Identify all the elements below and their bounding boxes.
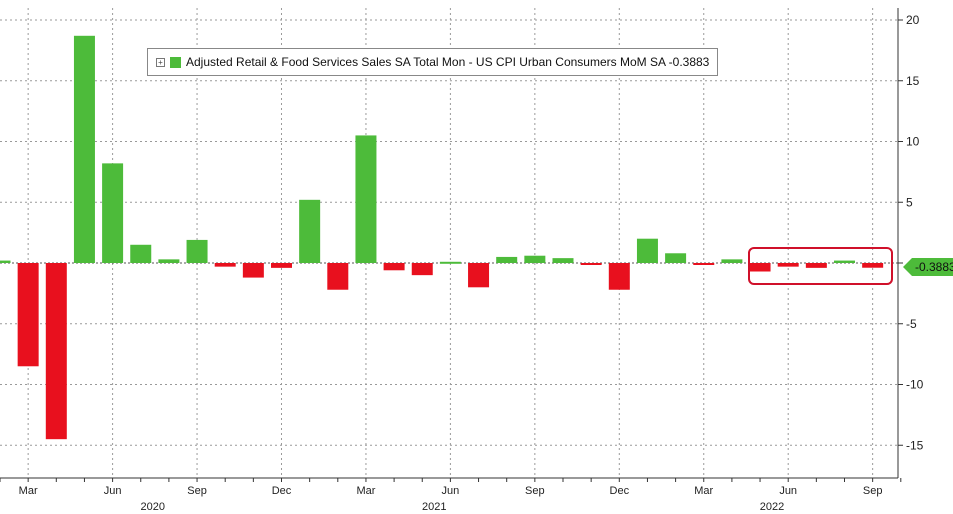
bar xyxy=(186,239,208,263)
bar xyxy=(73,35,95,263)
bar xyxy=(0,260,11,263)
bar xyxy=(496,256,518,263)
y-tick-label: -15 xyxy=(906,438,924,452)
bar xyxy=(17,263,39,367)
plus-square-icon[interactable]: + xyxy=(156,57,165,67)
bar xyxy=(439,261,461,264)
bar xyxy=(749,263,771,272)
x-tick-label: Dec xyxy=(272,485,292,497)
bar xyxy=(721,259,743,263)
bar xyxy=(327,263,349,290)
x-tick-label: Mar xyxy=(19,485,38,497)
x-tick-label: Sep xyxy=(525,485,545,497)
x-tick-label: Dec xyxy=(610,485,630,497)
bar xyxy=(665,253,687,263)
y-tick-label: -5 xyxy=(906,317,917,331)
legend-label: Adjusted Retail & Food Services Sales SA… xyxy=(186,55,710,69)
bar xyxy=(636,238,658,263)
bar xyxy=(45,263,67,440)
bar xyxy=(299,199,321,263)
bar xyxy=(580,263,602,265)
bar xyxy=(242,263,264,278)
bar xyxy=(102,163,124,263)
bar xyxy=(214,263,236,267)
x-tick-label: Jun xyxy=(104,485,122,497)
bar xyxy=(608,263,630,290)
bar xyxy=(552,258,574,263)
bar xyxy=(777,263,799,267)
x-tick-label: Jun xyxy=(442,485,460,497)
bar xyxy=(271,263,292,268)
y-tick-label: 20 xyxy=(906,13,920,27)
bar xyxy=(411,263,433,276)
x-tick-label: Mar xyxy=(356,485,375,497)
year-label: 2021 xyxy=(422,501,446,513)
bar xyxy=(158,259,180,263)
y-tick-label: 15 xyxy=(906,74,920,88)
bar xyxy=(834,260,855,263)
bar xyxy=(862,263,884,268)
bar xyxy=(693,263,715,265)
year-label: 2020 xyxy=(141,501,165,513)
bar xyxy=(130,244,152,263)
highlight-box xyxy=(748,247,893,285)
bar xyxy=(383,263,405,271)
legend-swatch xyxy=(170,56,181,68)
y-tick-label: 10 xyxy=(906,135,920,149)
bar xyxy=(355,135,377,263)
legend[interactable]: + Adjusted Retail & Food Services Sales … xyxy=(147,48,719,76)
y-tick-label: -10 xyxy=(906,378,924,392)
bar xyxy=(805,263,827,268)
bar xyxy=(524,255,546,263)
x-tick-label: Sep xyxy=(863,485,883,497)
x-tick-label: Mar xyxy=(694,485,713,497)
x-tick-label: Sep xyxy=(187,485,207,497)
bar xyxy=(468,263,490,288)
last-value-tag: -0.3883 xyxy=(903,258,953,276)
y-tick-label: 5 xyxy=(906,195,913,209)
year-label: 2022 xyxy=(760,501,784,513)
x-tick-label: Jun xyxy=(779,485,797,497)
